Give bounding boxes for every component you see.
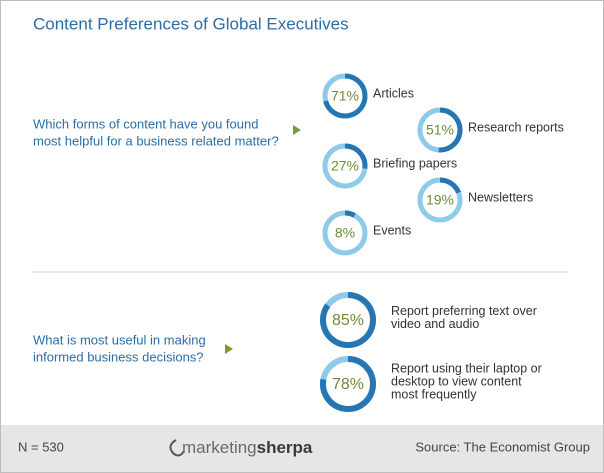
footer-band — [1, 425, 603, 472]
value-label: 8% — [335, 225, 355, 241]
item-label: Briefing papers — [373, 156, 457, 170]
donut-arc — [439, 177, 461, 194]
question: What is most useful in making — [33, 332, 206, 347]
item-label: desktop to view content — [391, 374, 522, 388]
logo-icon — [169, 439, 185, 457]
question: informed business decisions? — [33, 349, 204, 364]
value-label: 71% — [331, 88, 359, 104]
value-label: 19% — [426, 192, 454, 208]
item-label: video and audio — [391, 317, 479, 331]
value-label: 85% — [332, 312, 364, 329]
sample-size: N = 530 — [18, 439, 64, 454]
logo: marketingsherpa — [182, 438, 313, 457]
arrow — [293, 125, 301, 135]
item-label: Report preferring text over — [391, 304, 537, 318]
source: Source: The Economist Group — [415, 439, 590, 454]
item-label: Newsletters — [468, 190, 533, 204]
donut-arc — [323, 73, 368, 119]
item-label: Research reports — [468, 120, 564, 134]
value-label: 27% — [331, 158, 359, 174]
question: most helpful for a business related matt… — [33, 133, 279, 148]
arrow — [225, 344, 233, 354]
item-label: Articles — [373, 86, 414, 100]
donut-arc — [344, 210, 356, 218]
donut-arc — [438, 107, 463, 153]
item-label: Report using their laptop or — [391, 361, 542, 375]
donut-arc — [320, 292, 376, 348]
donut-arc — [320, 356, 376, 412]
item-label: Events — [373, 223, 411, 237]
value-label: 51% — [426, 122, 454, 138]
question: Which forms of content have you found — [33, 116, 258, 131]
donut-arc — [344, 143, 368, 169]
item-label: most frequently — [391, 387, 477, 401]
value-label: 78% — [332, 376, 364, 393]
logo-part: marketing — [182, 438, 257, 457]
title: Content Preferences of Global Executives — [33, 14, 349, 33]
logo-part: sherpa — [257, 438, 313, 457]
